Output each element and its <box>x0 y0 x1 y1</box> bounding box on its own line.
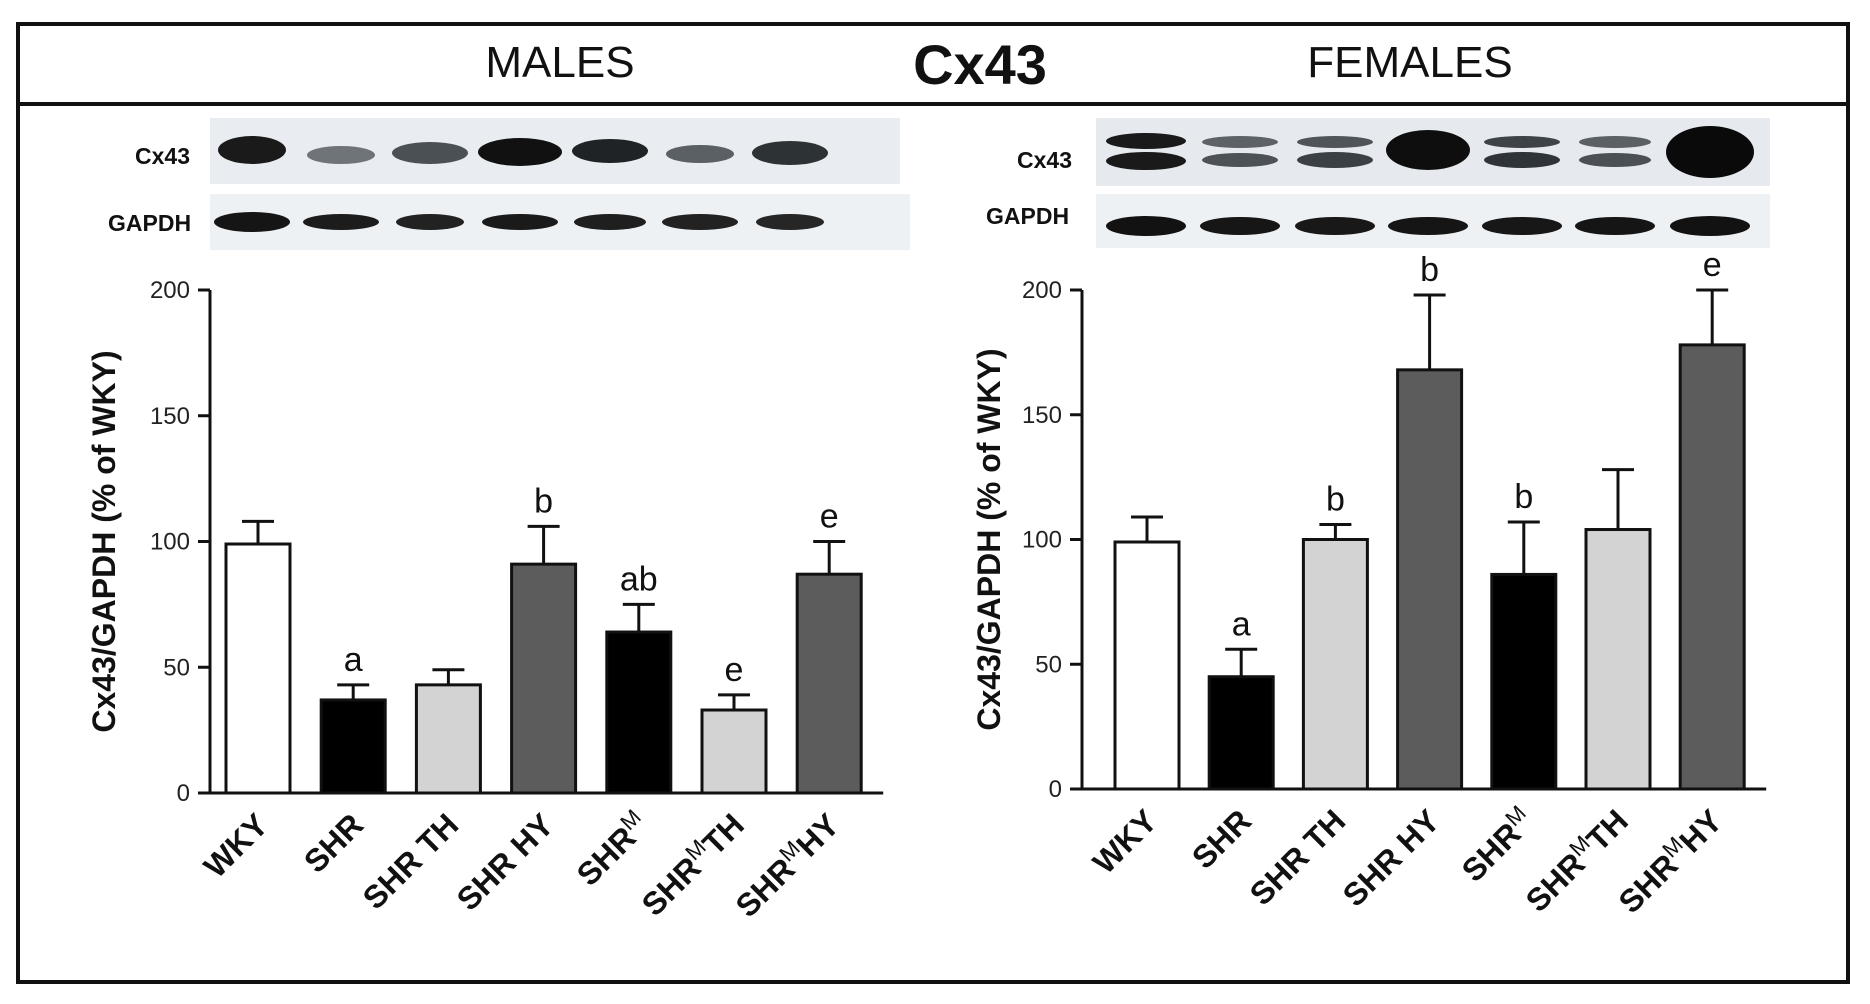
male-significance-label: b <box>534 482 553 520</box>
male-y-tick-label: 50 <box>163 654 190 681</box>
female-y-tick-label: 100 <box>1022 527 1062 554</box>
male-significance-label: a <box>344 641 363 679</box>
female-gapdh-bands <box>1106 216 1750 236</box>
male-bar <box>700 708 768 795</box>
male-bar <box>414 683 482 795</box>
male-category-label: WKY <box>197 806 275 884</box>
females-heading: FEMALES <box>1307 38 1513 87</box>
figure-title: Cx43 <box>913 33 1047 96</box>
male-category-label: SHRM <box>567 804 656 893</box>
male-bar <box>510 562 578 795</box>
male-category-label: SHRMTH <box>632 804 751 923</box>
male-significance-label: ab <box>620 560 658 598</box>
male-y-tick-label: 150 <box>150 403 190 430</box>
female-y-tick-label: 150 <box>1022 402 1062 429</box>
female-blot-cx43-label: Cx43 <box>1017 147 1072 173</box>
male-category-label: SHRMHY <box>726 804 846 924</box>
female-category-label: SHRM <box>1452 800 1541 889</box>
male-y-tick-label: 100 <box>150 529 190 556</box>
male-bar <box>224 542 292 795</box>
male-category-label: SHR TH <box>356 806 466 916</box>
female-category-label: WKY <box>1086 802 1164 880</box>
male-gapdh-bands <box>214 212 824 232</box>
male-western-blot: Cx43 GAPDH <box>108 118 910 250</box>
female-bar-chart: 0 50 100 150 200 Cx43/GAPDH (% of WKY) WKY a SHR… <box>971 246 1767 920</box>
female-bar <box>1207 675 1275 791</box>
male-y-tick-label: 200 <box>150 277 190 304</box>
female-bar <box>1396 368 1464 791</box>
female-category-label: SHR TH <box>1243 802 1353 912</box>
female-category-label: SHR <box>1185 802 1258 875</box>
female-significance-label: b <box>1326 481 1345 519</box>
male-bar <box>795 572 863 795</box>
female-significance-label: e <box>1703 246 1722 284</box>
female-bar <box>1301 538 1369 791</box>
female-significance-label: b <box>1514 478 1533 516</box>
female-blot-gapdh-label: GAPDH <box>986 203 1069 229</box>
female-western-blot: Cx43 GAPDH <box>986 118 1770 248</box>
male-cx43-bands <box>218 136 828 166</box>
male-bar <box>319 698 387 795</box>
male-bar <box>605 630 673 795</box>
female-bar <box>1678 343 1746 791</box>
male-blot-cx43-label: Cx43 <box>135 143 190 169</box>
female-y-tick-label: 200 <box>1022 277 1062 304</box>
male-significance-label: e <box>820 498 839 536</box>
male-category-label: SHR <box>297 806 370 879</box>
figure-frame <box>16 22 1850 984</box>
female-significance-label: b <box>1420 251 1439 289</box>
female-y-tick-label: 50 <box>1035 651 1062 678</box>
female-category-label: SHRMHY <box>1609 800 1729 920</box>
female-bar <box>1490 572 1558 791</box>
male-blot-gapdh-label: GAPDH <box>108 210 191 236</box>
female-category-label: SHR HY <box>1336 802 1447 913</box>
male-category-label: SHR HY <box>450 806 561 917</box>
male-y-axis-label: Cx43/GAPDH (% of WKY) <box>86 350 122 732</box>
female-bar <box>1113 540 1181 791</box>
males-heading: MALES <box>485 38 635 87</box>
female-cx43-bands <box>1106 126 1754 178</box>
female-significance-label: a <box>1232 605 1251 643</box>
header-divider <box>16 102 1850 106</box>
female-y-tick-label: 0 <box>1049 776 1062 803</box>
female-bar <box>1584 528 1652 791</box>
female-y-axis-label: Cx43/GAPDH (% of WKY) <box>971 348 1007 730</box>
male-bar-chart: 0 50 100 150 200 Cx43/GAPDH (% of WKY) WKY a SHR… <box>86 277 884 924</box>
male-y-tick-label: 0 <box>177 780 190 807</box>
male-significance-label: e <box>725 651 744 689</box>
